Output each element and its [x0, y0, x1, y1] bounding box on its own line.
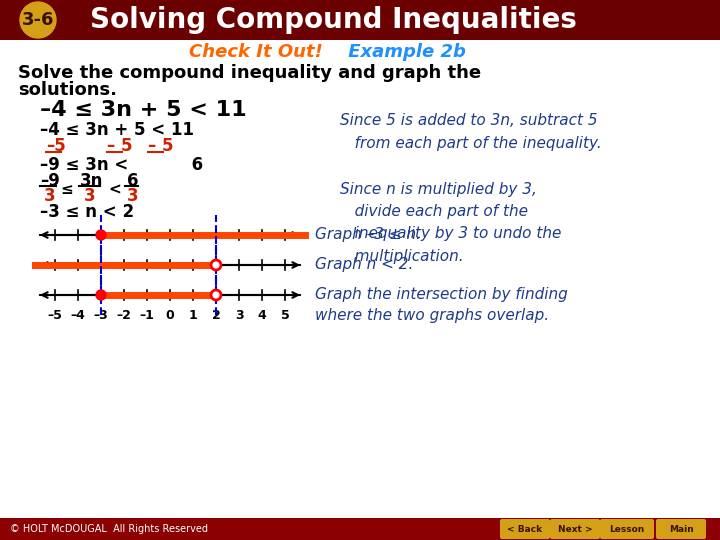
Text: Graph –3 ≤ n.: Graph –3 ≤ n.: [315, 227, 421, 242]
Text: 3n: 3n: [80, 172, 104, 190]
Text: –4: –4: [71, 309, 86, 322]
Text: 5: 5: [281, 309, 289, 322]
Text: 3: 3: [84, 187, 96, 205]
Text: 0: 0: [166, 309, 174, 322]
Text: 6: 6: [127, 172, 138, 190]
Text: 4: 4: [258, 309, 266, 322]
Text: Check It Out!: Check It Out!: [189, 43, 323, 61]
FancyBboxPatch shape: [500, 519, 550, 539]
Text: Since 5 is added to 3n, subtract 5
   from each part of the inequality.: Since 5 is added to 3n, subtract 5 from …: [340, 113, 602, 151]
Text: –3: –3: [94, 309, 109, 322]
Text: –3 ≤ n < 2: –3 ≤ n < 2: [40, 203, 134, 221]
Text: Solving Compound Inequalities: Solving Compound Inequalities: [90, 6, 577, 34]
Text: Lesson: Lesson: [609, 524, 644, 534]
Circle shape: [96, 230, 106, 240]
Text: solutions.: solutions.: [18, 81, 117, 99]
Text: –4 ≤ 3n + 5 < 11: –4 ≤ 3n + 5 < 11: [40, 121, 194, 139]
Text: –5: –5: [46, 137, 66, 155]
Text: Graph n < 2.: Graph n < 2.: [315, 258, 413, 273]
Text: Example 2b: Example 2b: [342, 43, 466, 61]
Text: 3-6: 3-6: [22, 11, 54, 29]
Text: 2: 2: [212, 309, 220, 322]
Text: –4 ≤ 3n + 5 < 11: –4 ≤ 3n + 5 < 11: [40, 100, 247, 120]
Text: – 5: – 5: [107, 137, 132, 155]
Text: 3: 3: [44, 187, 55, 205]
FancyBboxPatch shape: [550, 519, 600, 539]
Text: –2: –2: [117, 309, 132, 322]
Text: 3: 3: [235, 309, 243, 322]
Text: Solve the compound inequality and graph the: Solve the compound inequality and graph …: [18, 64, 481, 82]
Text: –5: –5: [48, 309, 63, 322]
Circle shape: [20, 2, 56, 38]
Text: –9 ≤ 3n <           6: –9 ≤ 3n < 6: [40, 156, 203, 174]
Text: <: <: [108, 183, 121, 198]
FancyBboxPatch shape: [656, 519, 706, 539]
Text: Main: Main: [669, 524, 693, 534]
Text: Graph the intersection by finding
where the two graphs overlap.: Graph the intersection by finding where …: [315, 287, 568, 323]
Text: < Back: < Back: [508, 524, 543, 534]
Text: ≤: ≤: [60, 183, 73, 198]
Text: –1: –1: [140, 309, 154, 322]
FancyBboxPatch shape: [600, 519, 654, 539]
Text: – 5: – 5: [148, 137, 174, 155]
Text: Since n is multiplied by 3,
   divide each part of the
   inequality by 3 to und: Since n is multiplied by 3, divide each …: [340, 182, 562, 264]
Circle shape: [96, 290, 106, 300]
Text: 1: 1: [189, 309, 197, 322]
FancyBboxPatch shape: [0, 518, 720, 540]
Text: 3: 3: [127, 187, 139, 205]
Text: –9: –9: [40, 172, 60, 190]
Text: Next >: Next >: [558, 524, 593, 534]
FancyBboxPatch shape: [0, 0, 720, 40]
Circle shape: [211, 260, 221, 270]
Circle shape: [211, 290, 221, 300]
Text: © HOLT McDOUGAL  All Rights Reserved: © HOLT McDOUGAL All Rights Reserved: [10, 524, 208, 534]
